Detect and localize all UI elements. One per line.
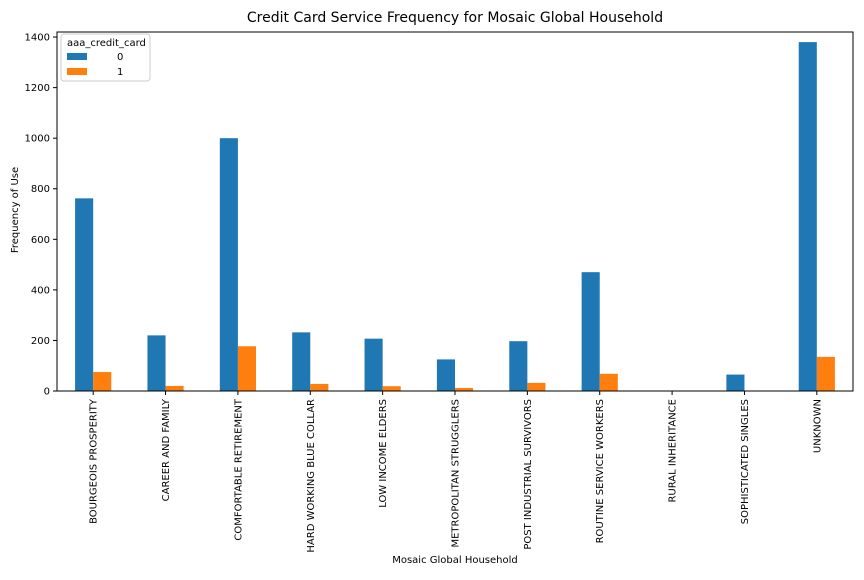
y-tick-label: 600	[31, 235, 50, 246]
legend-title: aaa_credit_card	[67, 38, 146, 49]
bar-1	[455, 387, 474, 391]
bar-0	[364, 338, 383, 391]
bar-1	[165, 385, 184, 391]
y-axis: 0 200 400 600 800 1000 1200 1400	[25, 33, 57, 398]
legend-swatch-0	[67, 53, 87, 60]
bar-1	[310, 383, 329, 391]
bar-1	[237, 346, 256, 391]
chart-title: Credit Card Service Frequency for Mosaic…	[247, 10, 663, 26]
y-tick-label: 1200	[25, 83, 50, 94]
legend-label-1: 1	[117, 67, 123, 78]
x-tick-label: BOURGEOIS PROSPERITY	[89, 398, 100, 524]
bar-0	[147, 335, 166, 391]
y-tick-label: 400	[31, 285, 50, 296]
x-tick-label: POST INDUSTRIAL SURVIVORS	[523, 399, 534, 550]
bar-0	[509, 341, 528, 391]
x-axis: BOURGEOIS PROSPERITY CAREER AND FAMILY COM…	[89, 391, 823, 553]
legend-label-0: 0	[117, 52, 123, 63]
bar-0	[581, 272, 600, 391]
y-axis-label: Frequency of Use	[10, 167, 21, 253]
x-tick-label: ROUTINE SERVICE WORKERS	[595, 399, 606, 543]
bar-0	[436, 359, 455, 391]
x-tick-label: COMFORTABLE RETIREMENT	[233, 398, 244, 540]
legend-swatch-1	[67, 68, 87, 75]
x-tick-label: SOPHISTICATED SINGLES	[740, 399, 751, 524]
bar-0	[75, 198, 94, 391]
legend: aaa_credit_card 0 1	[60, 33, 151, 82]
bar-1	[93, 372, 112, 391]
bar-0	[726, 374, 745, 391]
bar-0	[219, 138, 238, 391]
bar-0	[292, 332, 311, 391]
bar-1	[599, 373, 618, 391]
bar-1	[816, 356, 835, 391]
x-tick-label: UNKNOWN	[812, 399, 823, 453]
y-tick-label: 0	[44, 387, 50, 398]
y-tick-label: 800	[31, 184, 50, 195]
bars-group	[75, 42, 835, 392]
bar-0	[798, 42, 817, 392]
bar-1	[382, 386, 401, 391]
x-tick-label: HARD WORKING BLUE COLLAR	[306, 399, 317, 553]
x-tick-label: CAREER AND FAMILY	[161, 398, 172, 501]
plot-frame	[56, 31, 854, 392]
x-tick-label: METROPOLITAN STRUGGLERS	[451, 399, 462, 548]
y-tick-label: 1400	[25, 33, 50, 44]
x-axis-label: Mosaic Global Household	[392, 555, 518, 566]
x-tick-label: RURAL INHERITANCE	[668, 399, 679, 503]
bar-1	[527, 382, 546, 391]
y-tick-label: 200	[31, 336, 50, 347]
y-tick-label: 1000	[25, 134, 50, 145]
x-tick-label: LOW INCOME ELDERS	[378, 399, 389, 508]
